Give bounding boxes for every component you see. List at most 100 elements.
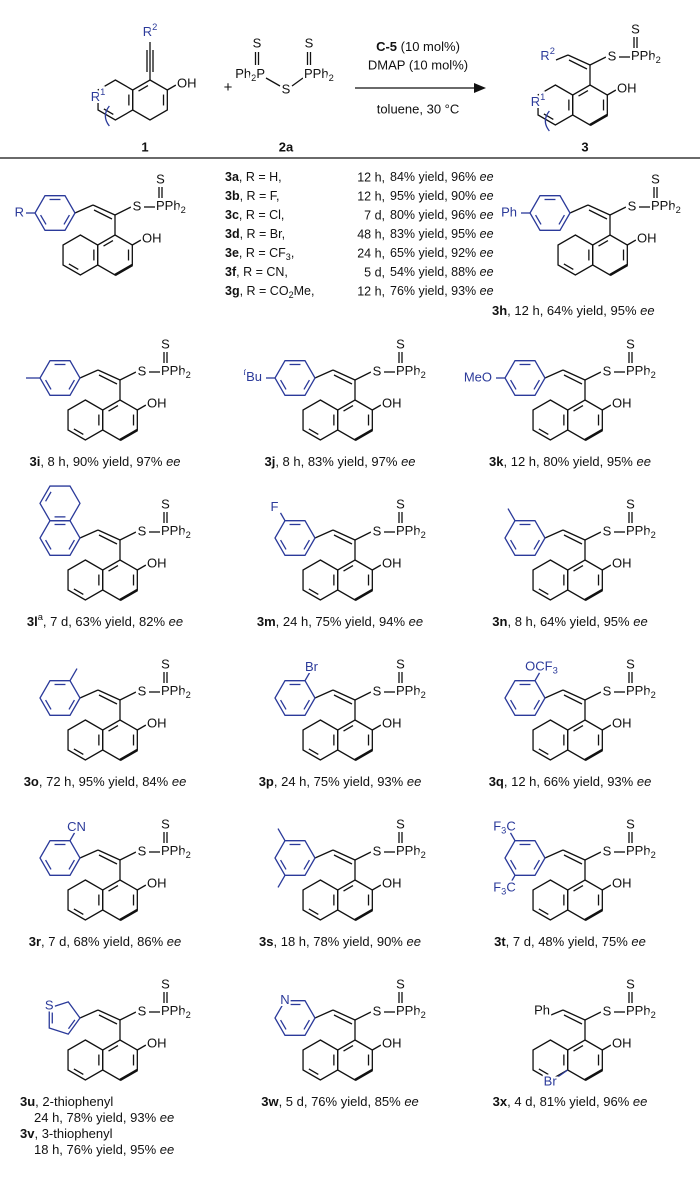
- text-run: 3x: [493, 1094, 508, 1109]
- substituent: Ph: [534, 1002, 550, 1017]
- entry-compound: 3c, R = Cl,: [225, 208, 284, 222]
- bond: [68, 263, 79, 270]
- text-run: 2: [186, 850, 191, 860]
- bond: [69, 668, 78, 682]
- bond: [371, 884, 382, 891]
- bond: [354, 1068, 373, 1082]
- entry-compound: 3a, R = H,: [225, 170, 282, 184]
- bond: [68, 699, 75, 710]
- atom-label: PPh2: [626, 523, 656, 540]
- atom-label: OH: [612, 715, 632, 730]
- atom-label: S: [603, 523, 612, 538]
- text-run: P: [256, 66, 265, 81]
- text-run: PPh: [156, 198, 181, 213]
- bond: [45, 699, 52, 710]
- text-run: , 3-thiophenyl: [34, 1126, 112, 1141]
- bond: [265, 77, 281, 87]
- atom-label: S: [138, 363, 147, 378]
- ring: [302, 719, 339, 761]
- text-run: Ph: [235, 66, 251, 81]
- bond: [333, 1014, 353, 1025]
- atom-label: S: [373, 1003, 382, 1018]
- bond: [119, 588, 138, 602]
- atom-label: S: [373, 683, 382, 698]
- atom-label: S: [628, 198, 637, 213]
- text-run: R: [91, 89, 100, 104]
- substituent: OCF3: [525, 659, 558, 676]
- bond: [314, 849, 334, 859]
- bond: [584, 908, 603, 922]
- atom-label: S: [133, 198, 142, 213]
- bond: [63, 214, 70, 225]
- atom-label: OH: [637, 230, 657, 245]
- hetero-atom: S: [45, 997, 54, 1012]
- bond: [584, 531, 602, 541]
- ring: [504, 840, 546, 876]
- ring: [132, 79, 168, 121]
- atom-label: OH: [147, 875, 167, 890]
- text-run: PPh: [651, 198, 676, 213]
- substituent: F3C: [493, 819, 516, 836]
- bond: [314, 369, 334, 379]
- bond: [533, 379, 540, 390]
- bond: [534, 672, 541, 682]
- ring: [504, 520, 546, 556]
- ring: [34, 195, 76, 231]
- text-run: 2: [651, 850, 656, 860]
- text-run: PPh: [304, 66, 329, 81]
- entry-compound: 3e, R = CF3,: [225, 246, 294, 262]
- text-run: ee: [169, 614, 183, 629]
- entry-time: 12 h,: [357, 284, 385, 298]
- atom-label: OH: [382, 1035, 402, 1050]
- text-run: , 5 d, 76% yield, 85%: [279, 1094, 405, 1109]
- bond: [280, 859, 287, 870]
- bond: [136, 564, 147, 571]
- text-run: ee: [160, 1110, 174, 1125]
- text-run: 3m: [257, 614, 276, 629]
- ring: [529, 195, 571, 231]
- bond: [98, 374, 118, 385]
- caption: 3o, 72 h, 95% yield, 84% ee: [24, 774, 187, 789]
- caption: 3i, 8 h, 90% yield, 97% ee: [29, 454, 180, 469]
- text-run: 84% yield, 96%: [390, 170, 480, 184]
- text-run: 2: [186, 530, 191, 540]
- bond: [588, 209, 608, 220]
- text-run: , 4 d, 81% yield, 96%: [507, 1094, 633, 1109]
- text-run: , R = Br,: [240, 227, 286, 241]
- entry-time: 7 d,: [364, 208, 385, 222]
- bond: [601, 1044, 612, 1051]
- text-run: 2: [251, 73, 256, 83]
- atom-label: Ph2P: [235, 66, 265, 83]
- bond: [308, 1068, 319, 1075]
- bond: [535, 214, 542, 225]
- text-run: 3c: [225, 208, 239, 222]
- text-run: ee: [404, 1094, 418, 1109]
- bond: [354, 588, 373, 602]
- ring: [537, 84, 574, 126]
- atom-label: PPh2: [626, 683, 656, 700]
- text-run: 3q: [489, 774, 504, 789]
- text-run: PPh: [626, 683, 651, 698]
- bond: [68, 859, 75, 870]
- bond: [562, 1009, 586, 1021]
- substituent: CN: [67, 819, 86, 834]
- text-run: ee: [637, 774, 651, 789]
- text-run: 65% yield, 92%: [390, 246, 480, 260]
- bond: [354, 691, 372, 701]
- text-run: F: [493, 880, 501, 895]
- atom-label: S: [626, 656, 635, 671]
- text-run: , R = CO: [240, 284, 289, 298]
- atom-label: S: [305, 35, 314, 50]
- text-run: ee: [480, 170, 494, 184]
- text-run: 2: [421, 690, 426, 700]
- atom-label: PPh2: [156, 198, 186, 215]
- text-run: 2: [550, 46, 555, 56]
- text-run: 2: [181, 205, 186, 215]
- bond: [291, 77, 304, 87]
- text-run: ee: [480, 189, 494, 203]
- atom-label: OH: [147, 555, 167, 570]
- atom-label: S: [603, 363, 612, 378]
- text-run: 2: [656, 55, 661, 65]
- text-run: t: [243, 367, 246, 377]
- atom-label: PPh2: [626, 1003, 656, 1020]
